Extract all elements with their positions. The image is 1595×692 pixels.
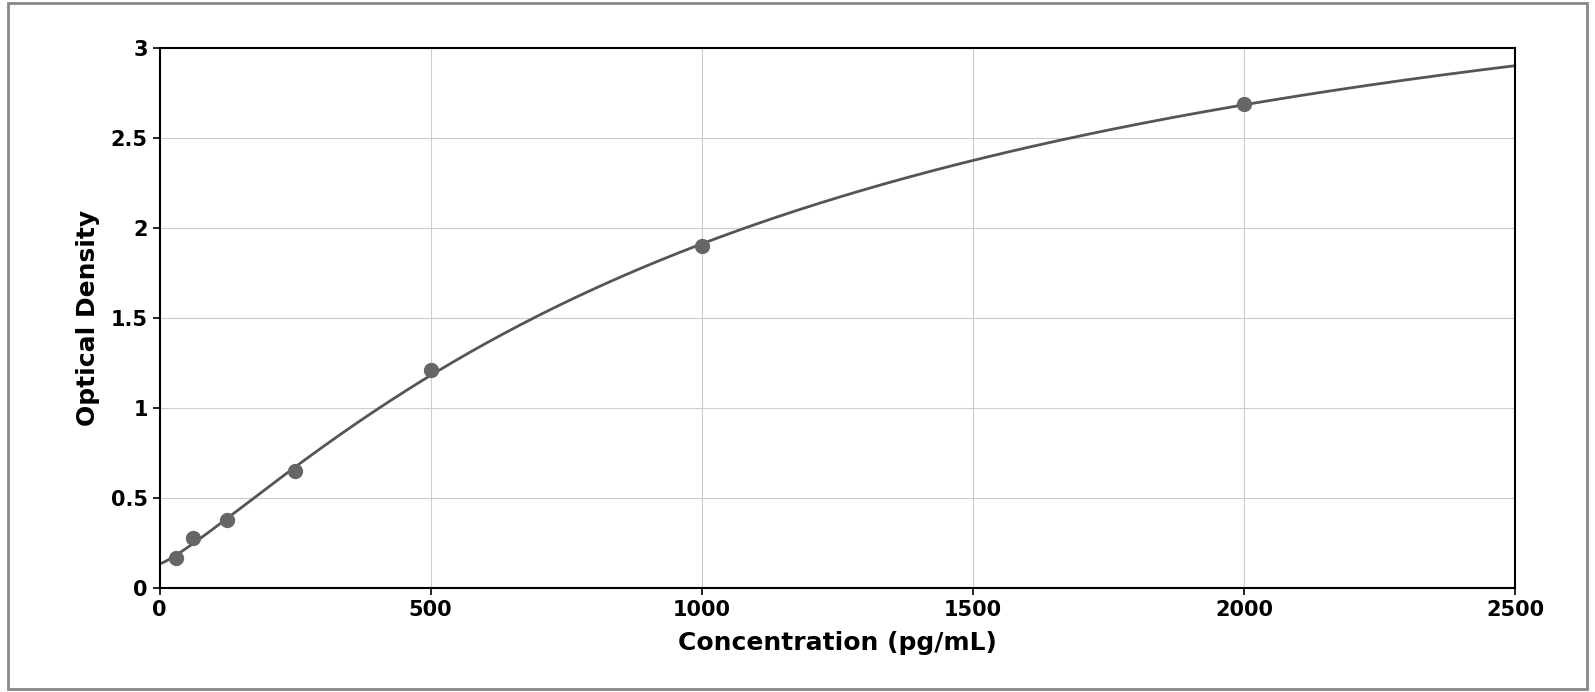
Y-axis label: Optical Density: Optical Density: [75, 210, 99, 426]
Point: [214, 514, 241, 525]
Point: [282, 466, 308, 477]
X-axis label: Concentration (pg/mL): Concentration (pg/mL): [678, 631, 997, 655]
Point: [180, 532, 206, 543]
Point: [1231, 99, 1257, 110]
Point: [689, 241, 715, 252]
Point: [164, 552, 190, 563]
Point: [418, 365, 443, 376]
